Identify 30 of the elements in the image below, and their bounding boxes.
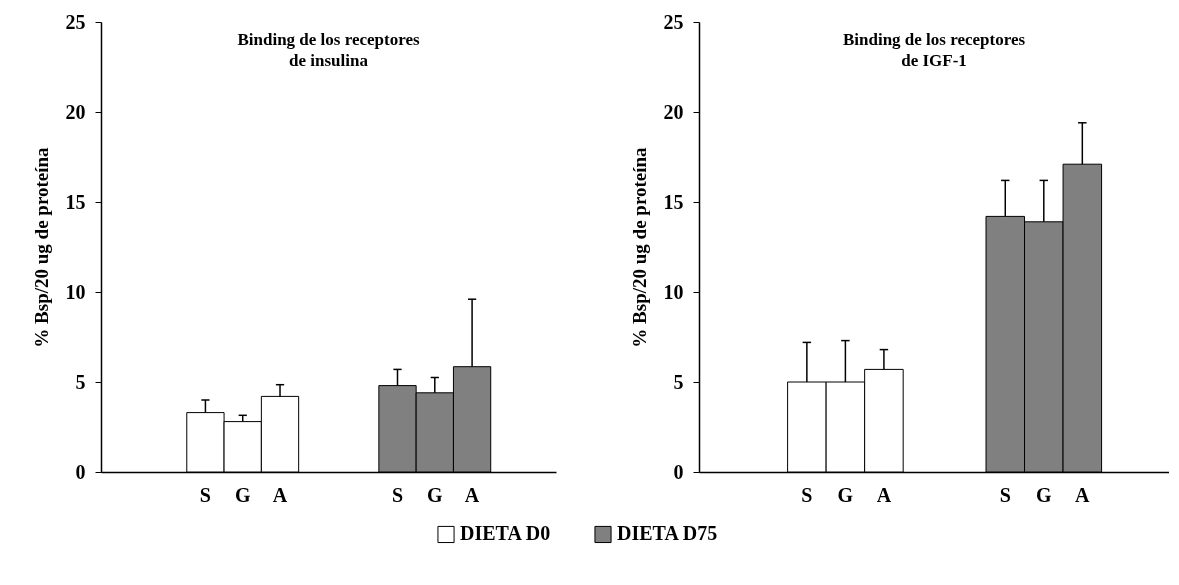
x-tick-label: S — [391, 484, 404, 506]
x-tick-label: A — [272, 484, 288, 506]
y-tick-label: 10 — [65, 280, 86, 303]
x-tick-label: S — [199, 484, 211, 506]
y-tick-label: 10 — [663, 280, 684, 303]
y-tick-label: 25 — [65, 10, 86, 33]
x-tick-label: G — [427, 484, 444, 506]
legend-label: DIETA D0 — [460, 522, 551, 545]
legend-label: DIETA D75 — [617, 522, 718, 545]
x-tick-label: A — [464, 484, 480, 506]
x-tick-label: G — [234, 484, 251, 506]
y-axis-title: % Bsp/20 ug de proteína — [628, 146, 650, 348]
y-tick-label: 5 — [673, 370, 684, 393]
x-tick-label: G — [1036, 484, 1053, 506]
y-tick-label: 25 — [663, 10, 684, 33]
x-tick-label: A — [1075, 484, 1091, 506]
y-tick-label: 5 — [75, 370, 86, 393]
y-axis-title: % Bsp/20 ug de proteína — [30, 146, 52, 348]
x-tick-label: S — [999, 484, 1011, 506]
x-tick-label: G — [837, 484, 854, 506]
y-tick-label: 0 — [673, 460, 684, 483]
y-tick-label: 15 — [663, 190, 684, 213]
x-tick-label: A — [876, 484, 892, 506]
y-tick-label: 15 — [65, 190, 86, 213]
y-tick-label: 0 — [75, 460, 86, 483]
y-tick-label: 20 — [65, 100, 86, 123]
text: Binding de los receptores de IGF-1 — [842, 30, 1026, 70]
x-tick-label: S — [801, 484, 813, 506]
text: Binding de los receptores de insulina — [237, 30, 420, 70]
y-tick-label: 20 — [663, 100, 684, 123]
